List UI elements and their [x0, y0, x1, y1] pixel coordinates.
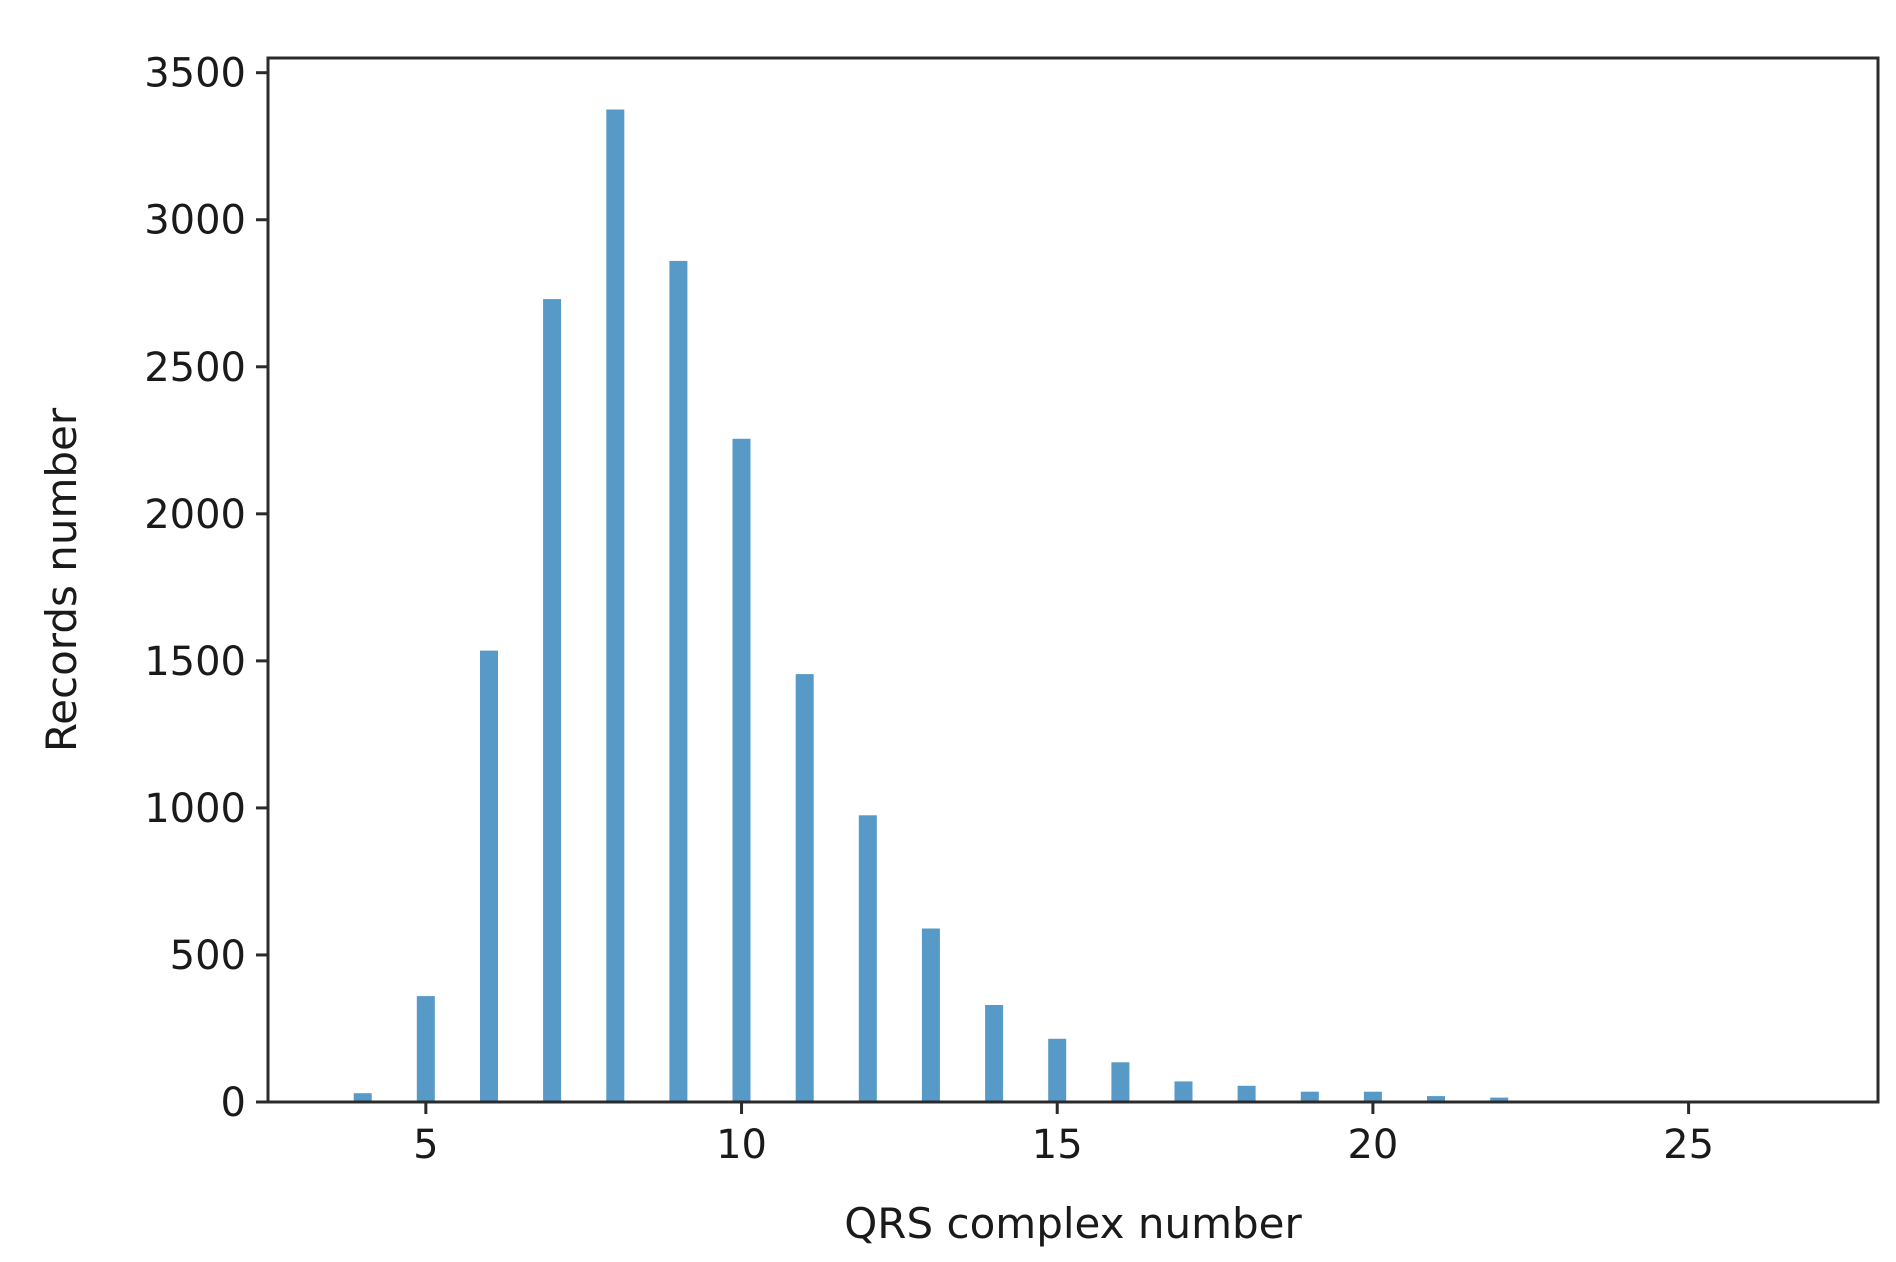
x-axis: 5 10 15 20 25 [413, 1102, 1714, 1168]
bar [480, 650, 498, 1102]
y-tick-label: 0 [221, 1080, 246, 1126]
y-tick-label: 500 [170, 933, 246, 979]
bars [353, 109, 1509, 1103]
plot-frame [266, 56, 1880, 1104]
y-tick-label: 2000 [144, 492, 246, 538]
y-axis: 0 500 1000 1500 2000 2500 3000 3500 [144, 51, 268, 1126]
bar [1490, 1097, 1509, 1102]
y-tick-label: 2500 [144, 345, 246, 391]
x-tick-label: 25 [1663, 1122, 1714, 1168]
bar [858, 815, 877, 1102]
bar [795, 674, 814, 1102]
x-axis-label: QRS complex number [844, 1199, 1302, 1248]
bar [1237, 1085, 1256, 1102]
bar [921, 928, 940, 1102]
bar [985, 1005, 1004, 1102]
y-tick-label: 1000 [144, 786, 246, 832]
x-tick-label: 20 [1347, 1122, 1398, 1168]
x-tick-label: 15 [1032, 1122, 1083, 1168]
y-tick-label: 1500 [144, 639, 246, 685]
bar [1174, 1081, 1193, 1102]
bar [1427, 1096, 1445, 1102]
y-tick-label: 3000 [144, 198, 246, 244]
bar [1048, 1038, 1067, 1102]
y-tick-label: 3500 [144, 51, 246, 97]
bar [606, 109, 625, 1102]
bar [353, 1093, 372, 1102]
bar [669, 260, 688, 1102]
bar [1111, 1062, 1130, 1102]
bar [732, 438, 751, 1102]
bar [1363, 1091, 1382, 1102]
y-axis-label: Records number [37, 407, 86, 752]
x-tick-label: 5 [413, 1122, 438, 1168]
bar [416, 996, 435, 1102]
x-tick-label: 10 [716, 1122, 767, 1168]
bar [1300, 1091, 1319, 1102]
bar [543, 299, 562, 1103]
